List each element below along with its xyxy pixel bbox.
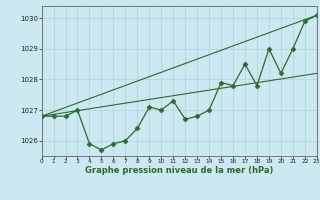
X-axis label: Graphe pression niveau de la mer (hPa): Graphe pression niveau de la mer (hPa): [85, 166, 273, 175]
